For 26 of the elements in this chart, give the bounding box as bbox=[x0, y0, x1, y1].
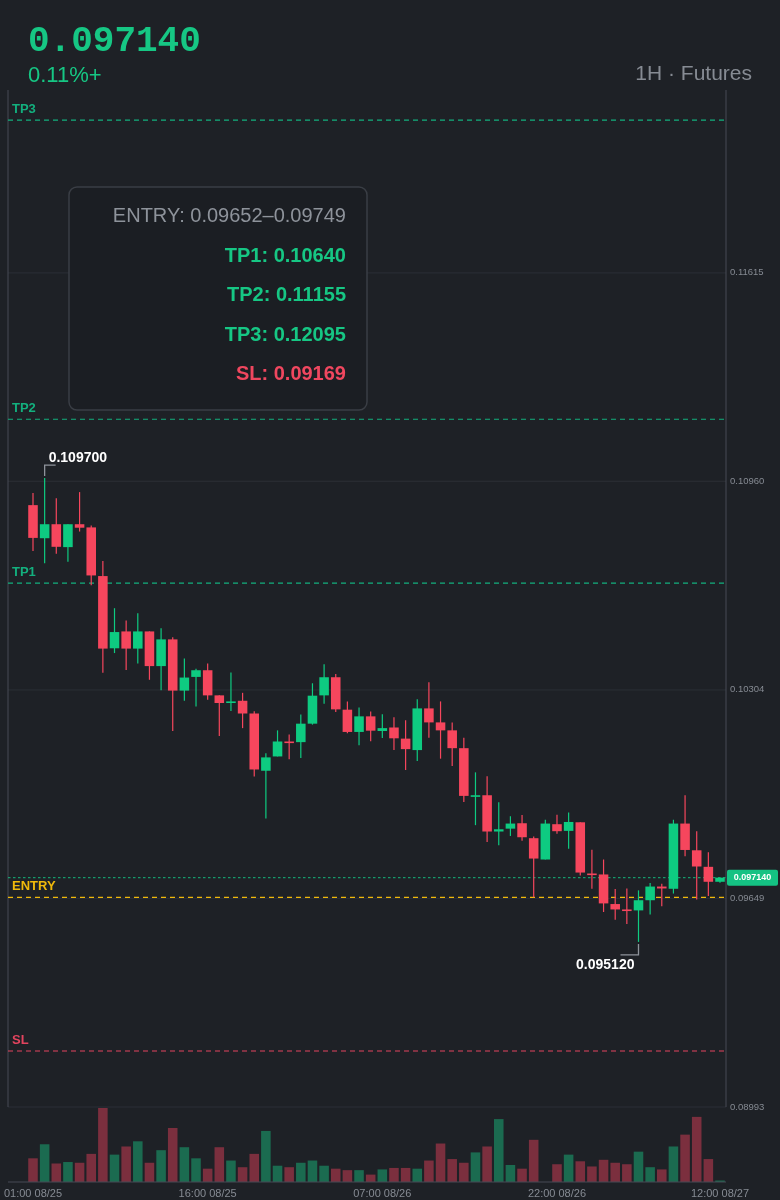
y-tick-label: 0.11615 bbox=[730, 266, 764, 278]
annotation: TP2: 0.11155 bbox=[227, 283, 346, 306]
annotation: SL: 0.09169 bbox=[235, 362, 346, 385]
ref-line-label: TP3 bbox=[12, 101, 36, 117]
x-tick-label: 16:00 08/25 bbox=[178, 1187, 237, 1199]
y-tick-label: 0.08993 bbox=[730, 1100, 765, 1112]
y-tick-label: 0.10960 bbox=[730, 474, 765, 486]
ref-line-label: TP2 bbox=[12, 400, 36, 416]
y-tick-label: 0.09649 bbox=[730, 891, 765, 903]
annotation: TP3: 0.12095 bbox=[224, 322, 346, 345]
annotation: ENTRY: 0.09652–0.09749 bbox=[112, 204, 346, 227]
text: 1H · Futures bbox=[635, 61, 752, 84]
ref-line-label: ENTRY bbox=[12, 878, 56, 894]
x-tick-label: 01:00 08/25 bbox=[3, 1187, 63, 1199]
annotation: 0.095120 bbox=[576, 955, 635, 972]
chart-subtitle: 0.11%+ bbox=[28, 62, 102, 87]
x-tick-label: 12:00 08/27 bbox=[690, 1187, 750, 1199]
x-tick-label: 07:00 08/26 bbox=[353, 1187, 412, 1199]
annotation: TP1: 0.10640 bbox=[224, 243, 346, 266]
y-tick-label: 0.10304 bbox=[730, 683, 765, 695]
ref-line-label: TP1 bbox=[12, 564, 36, 580]
chart-title: 0.097140 bbox=[28, 21, 201, 62]
x-tick-label: 22:00 08/26 bbox=[527, 1187, 587, 1199]
ref-line-label: SL bbox=[12, 1032, 29, 1048]
annotation: 0.109700 bbox=[48, 449, 108, 466]
ref-line-label: 0.097140 bbox=[733, 872, 772, 883]
